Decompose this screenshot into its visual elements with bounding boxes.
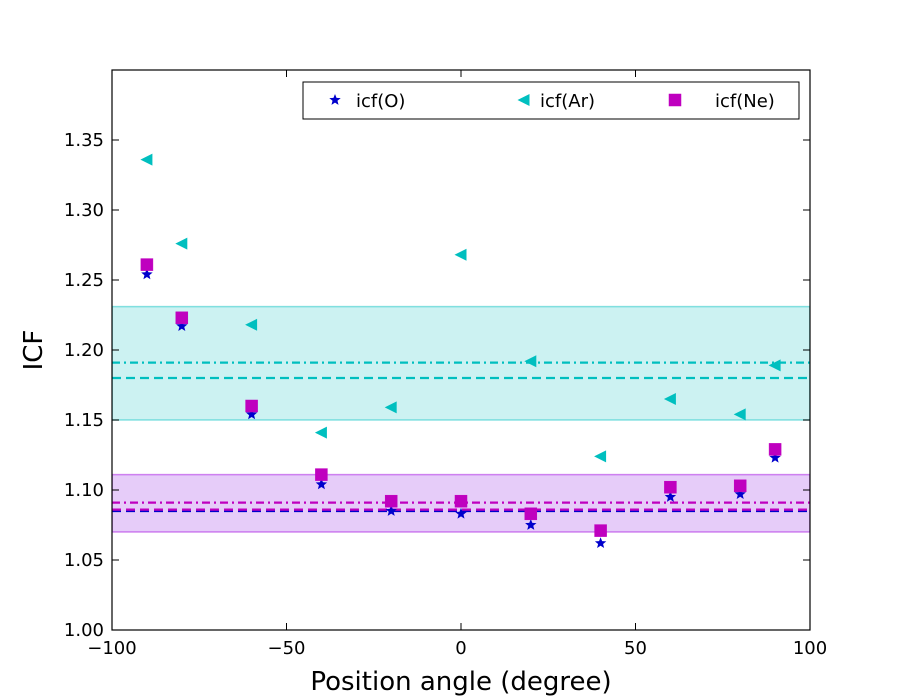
point-icf-o-7 xyxy=(594,537,607,549)
y-axis-label: ICF xyxy=(19,330,49,371)
series-icf-ar xyxy=(140,153,781,463)
x-axis-label: Position angle (degree) xyxy=(310,667,611,697)
x-tick-label: 100 xyxy=(793,638,827,659)
point-icf-o-1 xyxy=(176,320,188,332)
legend-label-icf-o: icf(O) xyxy=(356,91,405,112)
point-icf-o-6 xyxy=(525,519,537,530)
legend-marker-icf-o xyxy=(329,94,341,105)
point-icf-o-0 xyxy=(141,268,153,280)
y-tick-label: 1.30 xyxy=(64,200,104,221)
point-icf-ar-2 xyxy=(245,318,258,331)
point-icf-ar-7 xyxy=(594,450,607,463)
point-icf-ne-9 xyxy=(733,479,747,493)
x-tick-label: 50 xyxy=(624,638,647,659)
point-icf-ne-4 xyxy=(384,494,398,508)
point-icf-ar-4 xyxy=(384,401,397,414)
y-tick-label: 1.00 xyxy=(64,620,104,641)
point-icf-ne-3 xyxy=(315,468,328,481)
point-icf-ar-3 xyxy=(314,426,327,439)
point-icf-o-9 xyxy=(734,488,746,500)
point-icf-o-2 xyxy=(245,408,258,420)
point-icf-ar-5 xyxy=(454,248,467,261)
y-tick-label: 1.05 xyxy=(64,550,104,571)
point-icf-ne-10 xyxy=(768,443,782,456)
point-icf-ar-10 xyxy=(768,359,781,372)
point-icf-ar-9 xyxy=(733,408,746,421)
point-icf-ne-1 xyxy=(175,311,189,325)
point-icf-ar-0 xyxy=(140,153,153,166)
legend-label-icf-ne: icf(Ne) xyxy=(715,91,775,112)
point-icf-ar-6 xyxy=(524,355,537,368)
y-tick-label: 1.35 xyxy=(64,130,104,151)
legend-label-icf-ar: icf(Ar) xyxy=(540,91,595,112)
y-tick-label: 1.20 xyxy=(64,340,104,361)
point-icf-ne-7 xyxy=(594,524,607,537)
point-icf-o-4 xyxy=(385,505,397,516)
x-tick-label: −100 xyxy=(87,638,136,659)
y-tick-label: 1.15 xyxy=(64,410,104,431)
point-icf-o-8 xyxy=(664,491,677,502)
point-icf-ne-5 xyxy=(454,494,468,508)
legend-marker-icf-ne xyxy=(668,93,682,107)
point-icf-o-5 xyxy=(455,507,467,519)
series-icf-o xyxy=(141,268,781,549)
legend-marker-icf-ar xyxy=(517,94,530,106)
point-icf-o-3 xyxy=(315,478,328,490)
y-tick-label: 1.10 xyxy=(64,480,104,501)
x-tick-label: 0 xyxy=(455,638,466,659)
point-icf-ne-8 xyxy=(664,480,677,494)
x-tick-label: −50 xyxy=(268,638,306,659)
legend-box xyxy=(302,81,800,120)
legend: icf(O) icf(Ar) icf(Ne) xyxy=(302,81,800,120)
point-icf-ne-2 xyxy=(245,399,258,413)
series-icf-ne xyxy=(140,258,782,537)
y-tick-label: 1.25 xyxy=(64,270,104,291)
point-icf-ar-8 xyxy=(663,393,676,405)
point-icf-ne-0 xyxy=(140,258,154,271)
point-icf-ne-6 xyxy=(524,507,538,521)
point-icf-o-10 xyxy=(769,451,781,463)
point-icf-ar-1 xyxy=(175,237,188,250)
